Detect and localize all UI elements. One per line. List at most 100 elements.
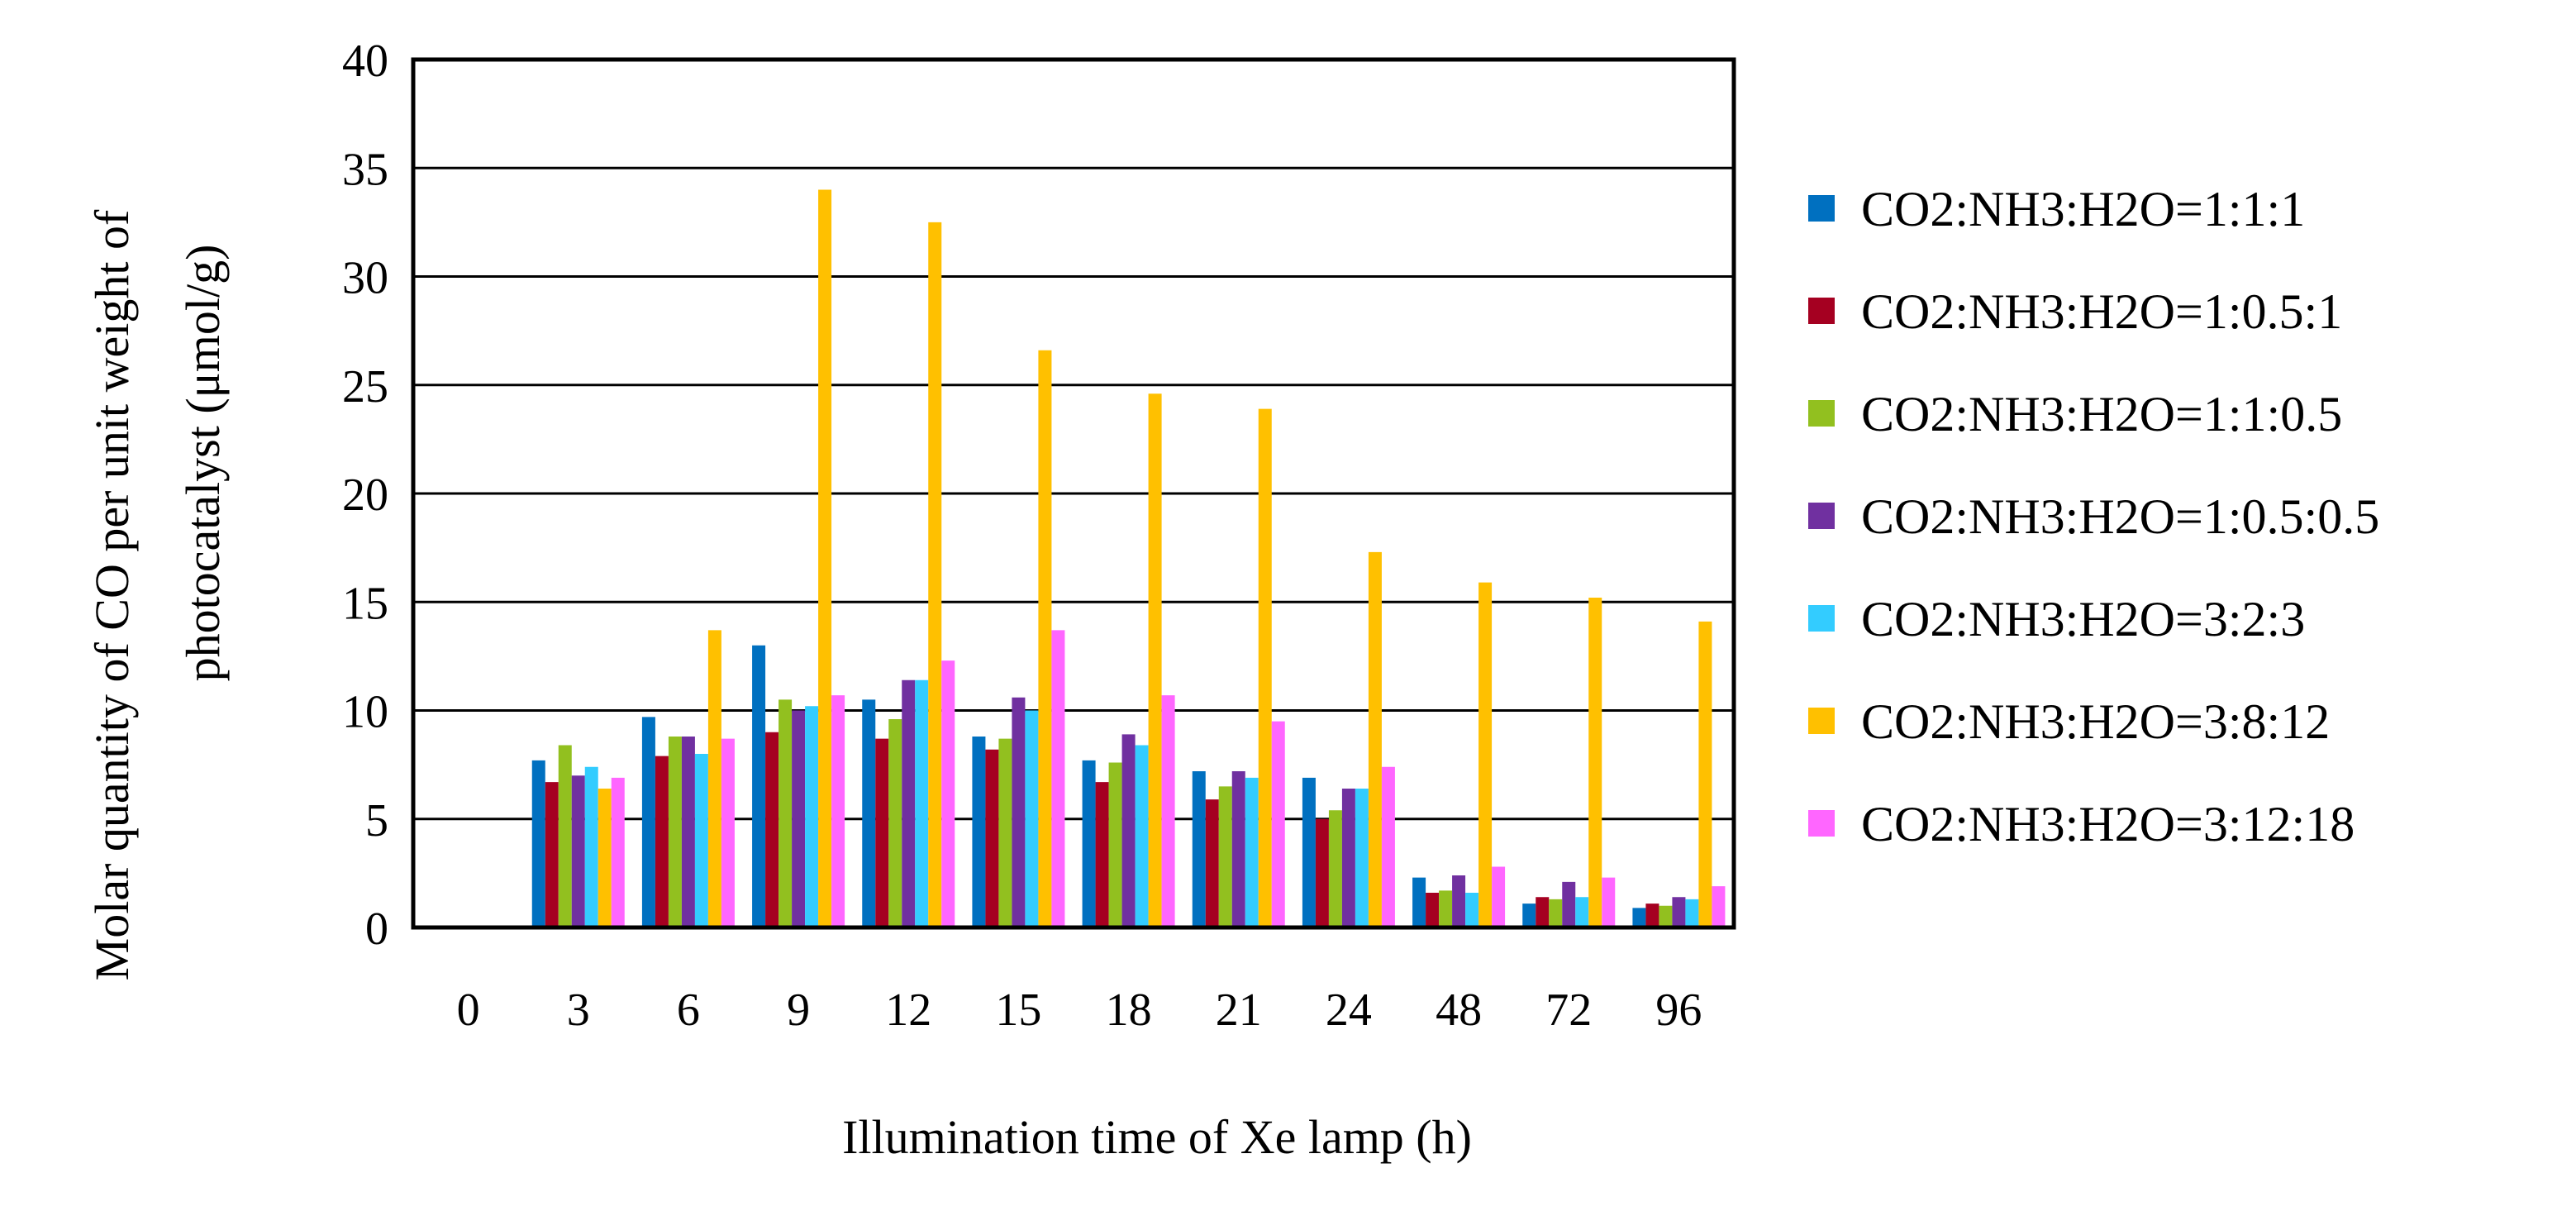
bar [1315,818,1329,927]
legend-label: CO2:NH3:H2O=1:0.5:0.5 [1861,489,2379,544]
bar [1698,621,1712,927]
bar [571,775,585,927]
bar [1478,582,1493,927]
bar [1645,903,1659,927]
x-tick-label: 48 [1436,985,1482,1036]
bar [1245,777,1259,927]
bar [1012,697,1026,927]
bar [1602,877,1616,927]
bar [1492,866,1506,927]
bar [1135,745,1149,927]
bar [1536,897,1550,927]
x-tick-label: 3 [567,985,590,1036]
bar [1562,881,1576,927]
y-tick-label: 15 [342,578,388,629]
x-tick-label: 21 [1216,985,1262,1036]
y-tick-label: 40 [342,36,388,87]
y-tick-label: 0 [365,903,388,955]
x-tick-label: 72 [1545,985,1592,1036]
legend-swatch [1808,298,1835,324]
grid-lines [413,166,1734,821]
bar [1051,630,1065,927]
legend-label: CO2:NH3:H2O=3:2:3 [1861,592,2305,646]
bar [1218,786,1232,927]
bar [1231,771,1245,927]
bar [681,737,695,927]
bar [1712,886,1726,927]
bar [1148,393,1162,927]
bar [1659,905,1673,927]
bar [1412,877,1426,927]
legend-swatch [1808,708,1835,734]
legend-swatch [1808,810,1835,837]
bar [1192,771,1206,927]
bar [1161,695,1175,927]
bar [707,630,721,927]
y-tick-label: 10 [342,687,388,738]
bar [902,679,916,927]
bars [531,189,1726,927]
bar [1575,897,1589,927]
bar [752,645,766,927]
y-tick-label: 30 [342,253,388,304]
bar [598,789,612,927]
legend-label: CO2:NH3:H2O=3:12:18 [1861,797,2355,851]
bar [1121,734,1136,927]
bar [888,719,902,927]
bar [531,760,545,927]
bar [831,695,845,927]
bar [928,222,942,927]
legend-swatch [1808,195,1835,222]
y-axis-title-line-1: Molar quantity of CO per unit weight of [85,209,139,980]
bar [875,738,889,927]
y-axis-title: Molar quantity of CO per unit weight of … [85,209,230,980]
bar [805,706,819,927]
bar [1465,893,1479,927]
bar [1025,710,1039,927]
x-tick-label: 15 [995,985,1041,1036]
bar [558,745,572,927]
bar [1522,903,1536,927]
x-tick-label: 6 [677,985,700,1036]
y-axis-title-line-2: photocatalyst (μmol/g) [176,245,230,682]
bar [779,699,793,927]
bar [1205,799,1219,927]
bar [721,738,735,927]
bar [1368,551,1382,927]
bar [1549,899,1563,927]
bar [765,732,779,927]
bar [1439,890,1453,927]
bar [1381,766,1395,927]
legend-swatch [1808,605,1835,632]
bar [1108,762,1122,927]
bar [1271,721,1285,927]
bar [792,710,806,927]
bar [915,679,929,927]
bar [941,660,955,927]
y-tick-label: 25 [342,361,388,412]
x-tick-label: 9 [787,985,810,1036]
legend-swatch [1808,503,1835,529]
x-tick-label: 0 [457,985,480,1036]
legend-label: CO2:NH3:H2O=1:1:1 [1861,182,2305,236]
legend-label: CO2:NH3:H2O=3:8:12 [1861,694,2330,749]
x-tick-label: 24 [1326,985,1372,1036]
y-tick-label: 5 [365,795,388,846]
bar [641,717,655,927]
bar [1302,777,1316,927]
bar [1452,875,1466,927]
bar [1038,350,1052,927]
bar [584,766,598,927]
legend-label: CO2:NH3:H2O=1:0.5:1 [1861,284,2342,339]
bar [1258,408,1272,927]
bar [972,737,986,927]
bar [545,782,559,927]
x-axis-ticks: 0 3 6 9 12 15 18 21 24 48 72 96 [457,985,1702,1036]
bar [818,189,832,927]
bar [694,754,708,927]
bar [998,738,1012,927]
bar [1426,893,1440,927]
bar [1672,897,1686,927]
legend-label: CO2:NH3:H2O=1:1:0.5 [1861,387,2342,441]
